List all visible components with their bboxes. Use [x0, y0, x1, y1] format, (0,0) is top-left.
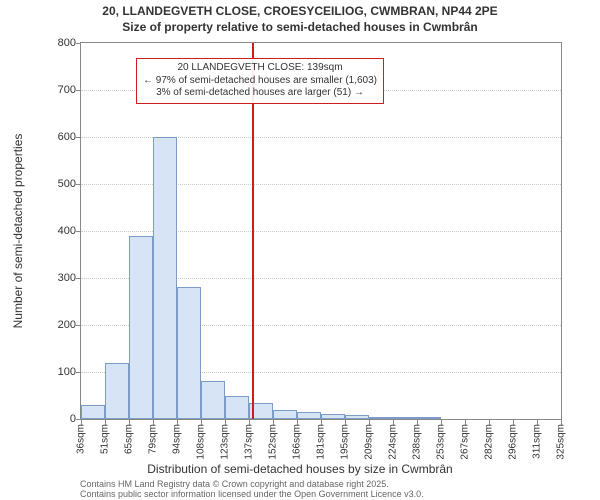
chart-title: 20, LLANDEGVETH CLOSE, CROESYCEILIOG, CW…: [0, 4, 600, 35]
x-tick-label: 209sqm: [364, 424, 375, 460]
x-tick-label: 94sqm: [172, 424, 183, 454]
x-tick-label: 253sqm: [436, 424, 447, 460]
x-tick-label: 166sqm: [292, 424, 303, 460]
x-tick-label: 36sqm: [76, 424, 87, 454]
attribution-text: Contains HM Land Registry data © Crown c…: [80, 480, 424, 500]
title-line-2: Size of property relative to semi-detach…: [0, 20, 600, 36]
histogram-bar: [153, 137, 177, 419]
plot-area: 20 LLANDEGVETH CLOSE: 139sqm ← 97% of se…: [80, 42, 562, 420]
annotation-line-2: ← 97% of semi-detached houses are smalle…: [143, 75, 377, 88]
y-tick-label: 300: [36, 272, 76, 284]
x-tick-label: 238sqm: [412, 424, 423, 460]
y-tick-label: 100: [36, 366, 76, 378]
histogram-bar: [105, 363, 129, 419]
histogram-bar: [201, 381, 225, 419]
y-tick-label: 400: [36, 225, 76, 237]
x-tick-label: 152sqm: [268, 424, 279, 460]
x-tick-label: 325sqm: [556, 424, 567, 460]
histogram-bar: [177, 287, 201, 419]
chart-page: 20, LLANDEGVETH CLOSE, CROESYCEILIOG, CW…: [0, 0, 600, 500]
x-tick-label: 296sqm: [508, 424, 519, 460]
histogram-bar: [417, 417, 441, 419]
x-tick-label: 65sqm: [124, 424, 135, 454]
histogram-bar: [345, 415, 369, 419]
histogram-bar: [129, 236, 153, 419]
histogram-bar: [273, 410, 297, 419]
histogram-bar: [393, 417, 417, 419]
y-tick-label: 800: [36, 37, 76, 49]
histogram-bar: [225, 396, 249, 420]
x-tick-label: 137sqm: [244, 424, 255, 460]
annotation-line-1: 20 LLANDEGVETH CLOSE: 139sqm: [143, 62, 377, 75]
x-tick-label: 181sqm: [316, 424, 327, 460]
y-tick-label: 0: [36, 413, 76, 425]
y-tick-label: 600: [36, 131, 76, 143]
x-tick-label: 224sqm: [388, 424, 399, 460]
y-axis-label: Number of semi-detached properties: [11, 134, 25, 329]
y-tick-label: 500: [36, 178, 76, 190]
x-tick-label: 51sqm: [100, 424, 111, 454]
x-tick-label: 108sqm: [196, 424, 207, 460]
title-line-1: 20, LLANDEGVETH CLOSE, CROESYCEILIOG, CW…: [0, 4, 600, 20]
annotation-box: 20 LLANDEGVETH CLOSE: 139sqm ← 97% of se…: [136, 58, 384, 104]
annotation-line-3: 3% of semi-detached houses are larger (5…: [143, 87, 377, 100]
histogram-bar: [81, 405, 105, 419]
x-axis-label: Distribution of semi-detached houses by …: [0, 462, 600, 476]
x-tick-label: 282sqm: [484, 424, 495, 460]
histogram-bar: [369, 417, 393, 419]
x-tick-label: 79sqm: [148, 424, 159, 454]
x-tick-label: 123sqm: [220, 424, 231, 460]
x-tick-label: 195sqm: [340, 424, 351, 460]
attribution-line-2: Contains public sector information licen…: [80, 490, 424, 500]
histogram-bar: [321, 414, 345, 419]
y-tick-label: 700: [36, 84, 76, 96]
x-tick-label: 311sqm: [532, 424, 543, 459]
y-tick-label: 200: [36, 319, 76, 331]
x-tick-label: 267sqm: [460, 424, 471, 460]
histogram-bar: [297, 412, 321, 419]
